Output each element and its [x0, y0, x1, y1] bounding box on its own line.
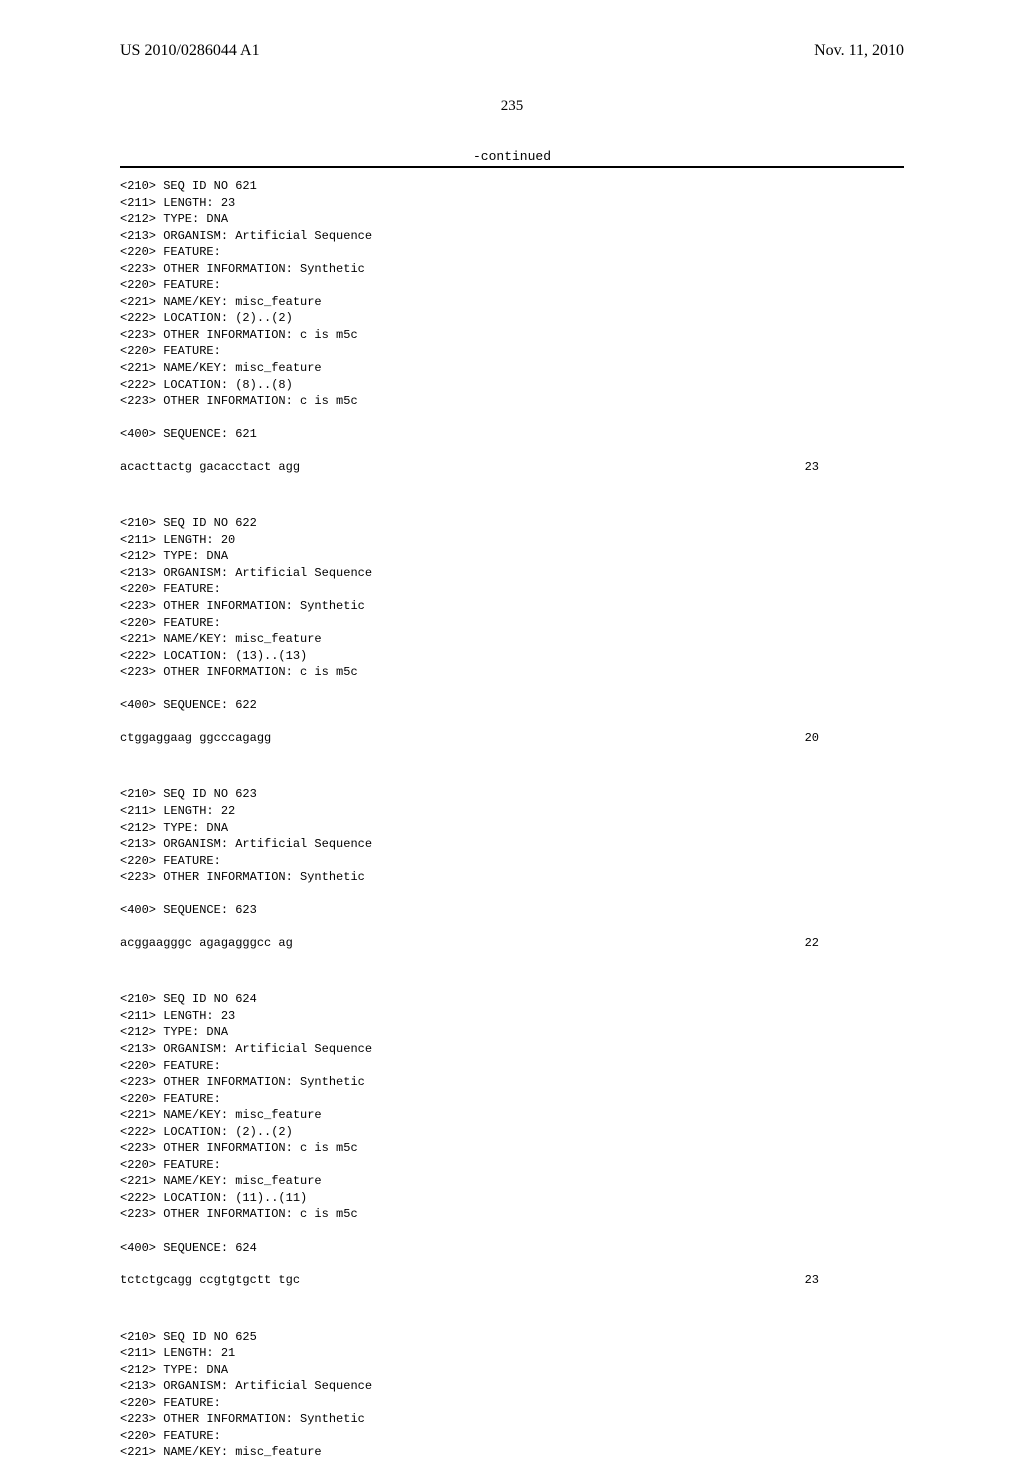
sequence-line: ctggaggaag ggcccagagg 20 [120, 730, 904, 747]
sequence-entry: <210> SEQ ID NO 625 <211> LENGTH: 21 <21… [120, 1329, 904, 1461]
sequence-length: 23 [805, 1272, 819, 1289]
sequence-entry: <210> SEQ ID NO 621 <211> LENGTH: 23 <21… [120, 178, 904, 443]
sequence-entry: <210> SEQ ID NO 624 <211> LENGTH: 23 <21… [120, 991, 904, 1256]
spacer [120, 499, 904, 515]
sequence-length: 20 [805, 730, 819, 747]
publication-number: US 2010/0286044 A1 [120, 42, 260, 60]
content-area: -continued <210> SEQ ID NO 621 <211> LEN… [120, 149, 904, 1461]
sequence-text: acggaagggc agagagggcc ag [120, 935, 293, 952]
sequence-length: 23 [805, 459, 819, 476]
sequence-text: tctctgcagg ccgtgtgctt tgc [120, 1272, 300, 1289]
spacer [120, 1313, 904, 1329]
sequence-line: acacttactg gacacctact agg 23 [120, 459, 904, 476]
sequence-line: acggaagggc agagagggcc ag 22 [120, 935, 904, 952]
sequence-text: acacttactg gacacctact agg [120, 459, 300, 476]
spacer [120, 770, 904, 786]
spacer [120, 975, 904, 991]
sequence-entry: <210> SEQ ID NO 623 <211> LENGTH: 22 <21… [120, 786, 904, 918]
sequence-entry: <210> SEQ ID NO 622 <211> LENGTH: 20 <21… [120, 515, 904, 714]
horizontal-rule [120, 166, 904, 168]
sequence-line: tctctgcagg ccgtgtgctt tgc 23 [120, 1272, 904, 1289]
sequence-length: 22 [805, 935, 819, 952]
continued-label: -continued [120, 149, 904, 164]
page-header: US 2010/0286044 A1 Nov. 11, 2010 [0, 0, 1024, 42]
publication-date: Nov. 11, 2010 [814, 42, 904, 60]
sequence-listing: <210> SEQ ID NO 621 <211> LENGTH: 23 <21… [120, 178, 904, 1461]
sequence-text: ctggaggaag ggcccagagg [120, 730, 271, 747]
